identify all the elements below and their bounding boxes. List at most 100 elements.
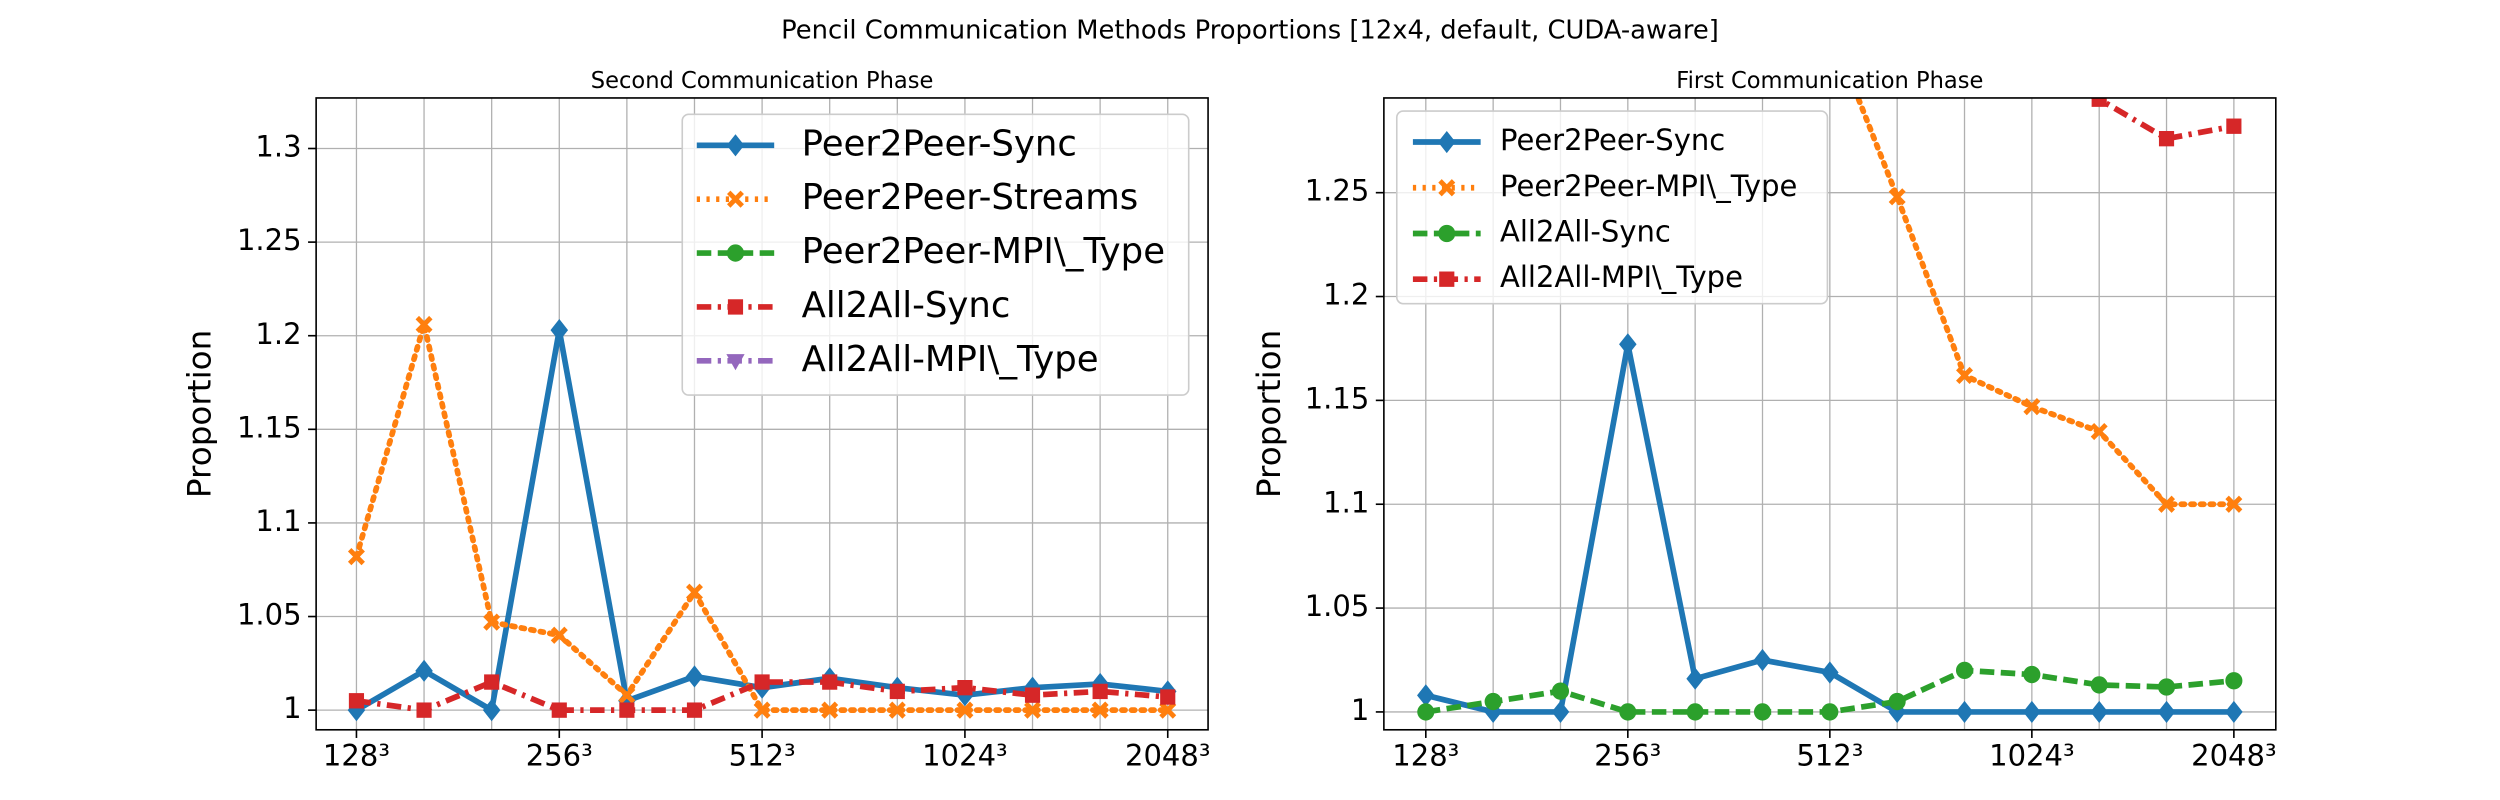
data-point <box>1955 661 1974 680</box>
data-point <box>1092 683 1108 700</box>
data-point <box>1484 692 1502 711</box>
data-point <box>550 318 569 342</box>
y-tick-label: 1.05 <box>237 597 302 631</box>
data-point <box>686 583 703 601</box>
data-point <box>1888 188 1906 206</box>
data-point <box>1686 667 1704 690</box>
data-point <box>1551 682 1570 700</box>
data-point <box>1160 689 1176 705</box>
legend-label: Peer2Peer-Sync <box>802 123 1077 164</box>
x-tick-label: 2048³ <box>2191 738 2277 772</box>
data-point <box>1619 333 1637 356</box>
data-point <box>2090 676 2108 694</box>
legend-marker <box>1439 271 1455 287</box>
axes-frame <box>1383 97 2277 731</box>
data-point <box>822 674 838 690</box>
data-point <box>2158 130 2175 147</box>
y-tick-label: 1.05 <box>1305 589 1370 623</box>
legend-label: Peer2Peer-MPI\_Type <box>802 231 1165 272</box>
data-point <box>2226 118 2242 134</box>
x-tick-label: 128³ <box>323 738 390 772</box>
data-point <box>889 683 905 700</box>
data-point <box>686 702 703 718</box>
x-tick-label: 1024³ <box>922 738 1008 772</box>
y-tick-label: 1.25 <box>237 223 302 257</box>
legend-marker <box>726 190 744 208</box>
x-tick-label: 128³ <box>1392 738 1459 772</box>
x-tick-label: 2048³ <box>1125 738 1211 772</box>
figure-title: Pencil Communication Methods Proportions… <box>781 15 1719 45</box>
data-point <box>2158 495 2176 513</box>
x-tick-label: 512³ <box>1796 738 1863 772</box>
data-point <box>482 699 501 722</box>
data-point <box>1686 703 1704 721</box>
y-tick-label: 1.3 <box>255 129 301 163</box>
y-tick-label: 1.25 <box>1305 174 1370 208</box>
data-point <box>415 315 433 334</box>
y-tick-label: 1.1 <box>1323 485 1369 519</box>
data-point <box>2090 700 2108 724</box>
y-tick-label: 1.1 <box>255 504 301 538</box>
series-line <box>2089 97 2235 142</box>
legend-label: Peer2Peer-Streams <box>802 177 1139 218</box>
legend-marker <box>726 244 745 262</box>
y-axis-label: Proportion <box>181 330 219 498</box>
data-point <box>1024 701 1042 719</box>
data-point <box>619 702 635 718</box>
data-point <box>1024 687 1041 703</box>
data-point <box>753 701 771 719</box>
y-axis-label: Proportion <box>1250 330 1288 498</box>
data-point <box>551 702 567 718</box>
y-tick-label: 1 <box>283 691 301 725</box>
data-point <box>957 680 973 696</box>
data-point <box>347 548 365 566</box>
x-tick-label: 256³ <box>1594 738 1661 772</box>
legend-marker <box>1438 179 1456 197</box>
data-point <box>483 613 501 631</box>
data-point <box>1619 703 1637 721</box>
data-point <box>2225 495 2243 513</box>
data-point <box>618 686 636 704</box>
data-point <box>1159 701 1177 719</box>
legend-label: All2All-Sync <box>802 285 1011 326</box>
data-point <box>2157 678 2176 696</box>
y-tick-label: 1.15 <box>237 410 302 444</box>
data-point <box>348 693 365 709</box>
axes-title: First Communication Phase <box>1676 68 1983 94</box>
data-point <box>2023 665 2041 684</box>
data-point <box>1753 648 1772 672</box>
legend-label: All2All-MPI\_Type <box>1500 260 1743 294</box>
axes-title: Second Communication Phase <box>591 68 934 94</box>
legend-marker <box>726 354 745 371</box>
data-point <box>2023 398 2041 416</box>
data-point <box>1551 700 1570 724</box>
legend-label: All2All-MPI\_Type <box>802 339 1099 380</box>
legend-marker <box>726 134 745 157</box>
x-tick-label: 1024³ <box>1989 738 2075 772</box>
data-point <box>484 674 500 690</box>
legend-label: Peer2Peer-Sync <box>1500 123 1725 157</box>
data-point <box>1956 366 1974 385</box>
data-point <box>1417 703 1435 721</box>
data-point <box>821 701 839 719</box>
y-tick-label: 1.2 <box>1323 277 1369 311</box>
y-tick-label: 1.2 <box>255 317 301 351</box>
legend-box <box>1395 110 1829 305</box>
data-point <box>416 702 432 718</box>
y-tick-label: 1 <box>1351 693 1369 727</box>
data-point <box>1821 661 1839 684</box>
data-point <box>550 626 568 644</box>
y-tick-label: 1.15 <box>1305 381 1370 415</box>
data-point <box>1888 692 1906 711</box>
data-point <box>888 701 906 719</box>
axes-frame <box>315 97 1209 731</box>
plot-area <box>1417 97 2243 724</box>
legend-marker <box>1438 224 1456 243</box>
data-point <box>685 665 704 688</box>
data-point <box>415 659 433 682</box>
legend-marker <box>1437 130 1456 154</box>
data-point <box>2225 672 2243 690</box>
x-tick-label: 512³ <box>729 738 796 772</box>
data-point <box>956 701 974 719</box>
